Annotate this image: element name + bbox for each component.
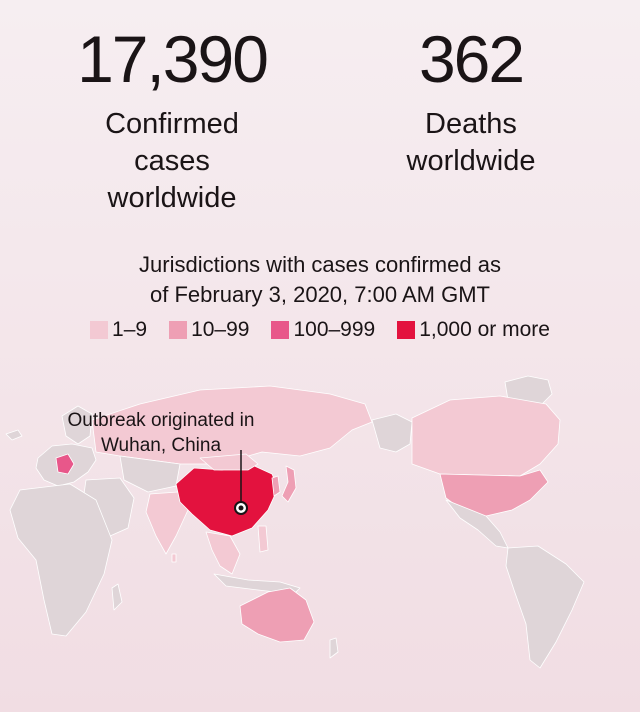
legend-item-100-999: 100–999	[271, 317, 375, 343]
sri-lanka-shape	[171, 553, 177, 563]
iceland-shape	[5, 429, 23, 441]
mexico-shape	[445, 499, 509, 549]
scandinavia-shape	[61, 405, 93, 445]
legend-label: 10–99	[191, 318, 250, 341]
legend-swatch	[271, 321, 290, 339]
indonesia-shape	[213, 573, 301, 595]
korea-shape	[271, 475, 281, 497]
legend-label: 1,000 or more	[419, 318, 550, 341]
southeast-asia-shape	[205, 531, 241, 575]
south-america-shape	[505, 545, 585, 669]
wuhan-annotation: Outbreak originated in Wuhan, China	[67, 410, 255, 456]
wuhan-marker-inner	[238, 505, 244, 511]
confirmed-cases-value: 17,390	[77, 22, 269, 96]
deaths-value: 362	[418, 22, 525, 96]
alaska-shape	[371, 413, 413, 453]
world-map	[0, 360, 640, 712]
legend-swatch	[90, 321, 109, 339]
japan-shape	[281, 465, 297, 503]
mongolia-shape	[199, 453, 259, 471]
central-asia-shape	[119, 455, 181, 493]
legend-swatch	[169, 321, 188, 339]
legend-label: 1–9	[112, 318, 148, 341]
germany-shape	[55, 453, 75, 475]
map-title: Jurisdictions with cases confirmed as of…	[139, 252, 501, 307]
deaths-label: Deaths worldwide	[406, 108, 536, 177]
legend-item-10-99: 10–99	[169, 317, 249, 343]
new-zealand-shape	[329, 637, 339, 659]
map-legend: 1–9 10–99 100–999 1,000 or more	[0, 317, 640, 343]
legend-item-1-9: 1–9	[90, 317, 147, 343]
legend-item-1000-plus: 1,000 or more	[397, 317, 550, 343]
confirmed-cases-stat: 17,390 Confirmed cases worldwide	[40, 18, 304, 217]
canada-shape	[411, 395, 561, 477]
confirmed-cases-label: Confirmed cases worldwide	[105, 108, 239, 214]
africa-shape	[9, 483, 113, 637]
philippines-shape	[257, 525, 269, 553]
china-shape	[175, 463, 279, 537]
legend-label: 100–999	[293, 318, 376, 341]
australia-shape	[239, 587, 315, 643]
madagascar-shape	[111, 583, 123, 611]
deaths-stat: 362 Deaths worldwide	[340, 18, 602, 180]
legend-swatch	[397, 321, 416, 339]
